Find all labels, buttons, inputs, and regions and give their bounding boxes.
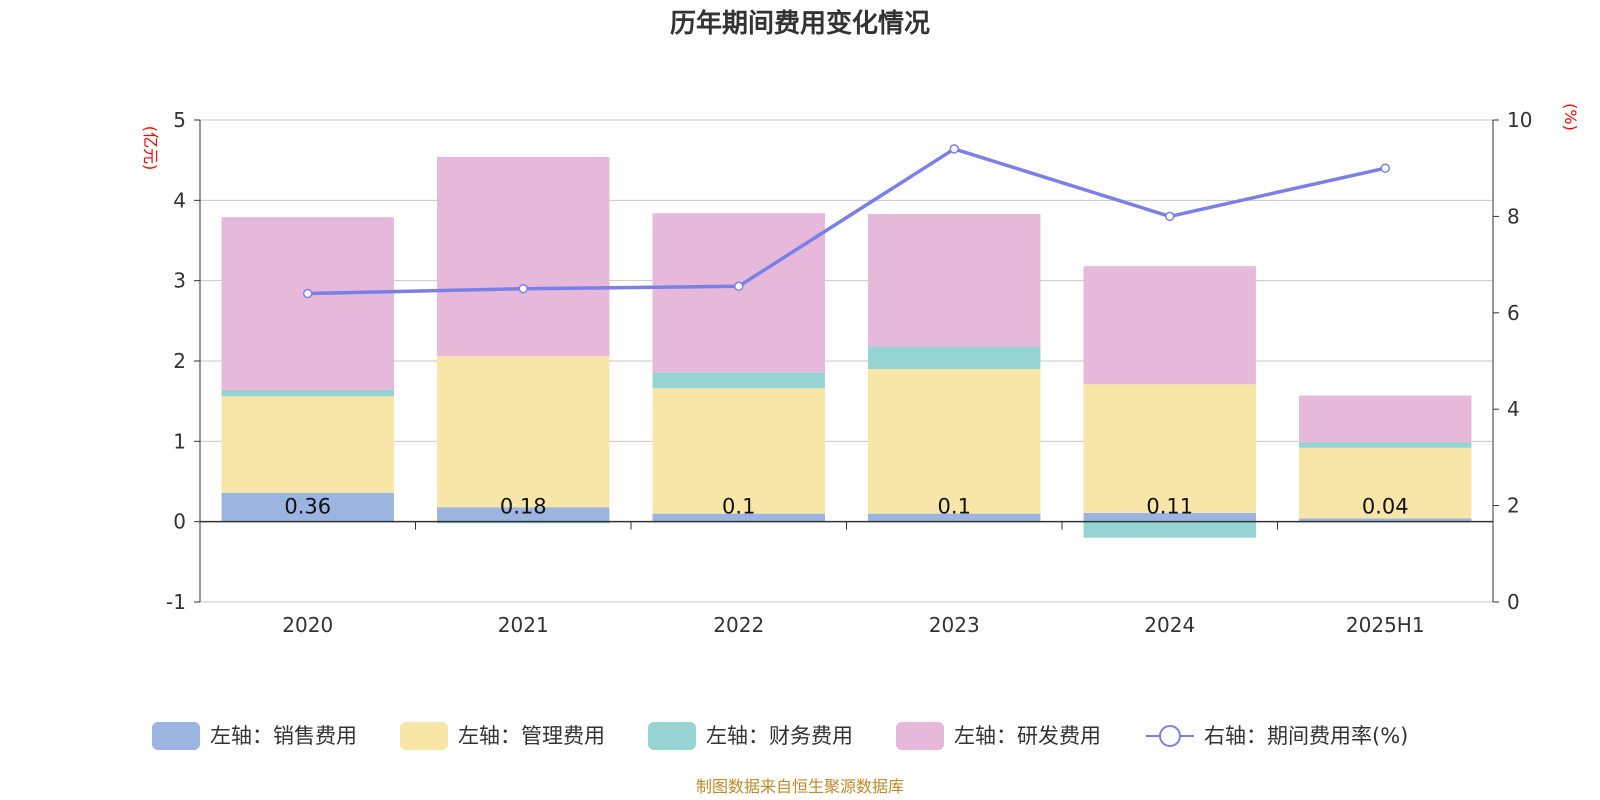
- left-axis-tick-label: 3: [173, 269, 186, 293]
- chart-title: 历年期间费用变化情况: [670, 8, 930, 39]
- bar-segment: [1083, 384, 1256, 513]
- bar-segment: [1083, 521, 1256, 538]
- bar-segment: [1083, 512, 1256, 522]
- bar-segment: [652, 388, 825, 514]
- x-axis-tick-label: 2024: [1144, 613, 1195, 637]
- bar-segment: [868, 513, 1041, 522]
- data-label: 0.04: [1362, 495, 1409, 519]
- footer-source: 制图数据来自恒生聚源数据库: [696, 777, 904, 796]
- x-axis-tick-label: 2025H1: [1346, 613, 1425, 637]
- x-axis-tick-label: 2021: [498, 613, 549, 637]
- legend-swatch: [648, 722, 696, 750]
- data-label: 0.1: [938, 495, 971, 519]
- bar-segment: [868, 213, 1041, 347]
- data-label: 0.18: [500, 495, 547, 519]
- bar-segment: [221, 217, 394, 390]
- left-axis-tick-label: -1: [166, 590, 186, 614]
- data-label: 0.11: [1146, 495, 1193, 519]
- x-axis-tick-label: 2022: [713, 613, 764, 637]
- x-axis-tick-label: 2020: [282, 613, 333, 637]
- data-label: 0.36: [284, 495, 331, 519]
- bar-segment: [1299, 442, 1472, 448]
- right-axis-tick-label: 0: [1507, 590, 1520, 614]
- x-axis-tick-label: 2023: [929, 613, 980, 637]
- data-labels: 0.36 0.18 0.1 0.1 0.11 0.04: [284, 495, 1408, 519]
- bar-segment: [1083, 266, 1256, 385]
- bar-segment: [652, 513, 825, 522]
- bar-segment: [652, 372, 825, 389]
- right-axis-tick-label: 4: [1507, 397, 1520, 421]
- bar-segment: [437, 356, 610, 508]
- data-label: 0.1: [722, 495, 755, 519]
- rate-point: [1380, 163, 1390, 173]
- rate-point: [518, 283, 528, 294]
- legend-label: 左轴：研发费用: [954, 724, 1101, 748]
- rate-point: [1165, 211, 1175, 222]
- right-axis-tick-label: 6: [1507, 301, 1520, 325]
- legend-swatch: [152, 722, 200, 750]
- bar-segment: [1299, 447, 1472, 519]
- legend-label: 右轴：期间费用率(%): [1204, 724, 1408, 748]
- axes: -1 0 1 2 3 4 5 0 2 4 6 8 10 2020 2021 2022 2023 2024 2025H…: [166, 108, 1532, 637]
- left-axis-unit: (亿元): [141, 126, 160, 171]
- rate-point: [734, 281, 744, 292]
- bars: [221, 156, 1472, 538]
- left-axis-tick-label: 4: [173, 188, 186, 212]
- bar-segment: [437, 156, 610, 357]
- bar-segment: [1299, 518, 1472, 522]
- left-axis-tick-label: 0: [173, 510, 186, 534]
- bar-segment: [868, 346, 1041, 370]
- rate-point: [303, 288, 313, 299]
- left-axis-tick-label: 2: [173, 349, 186, 373]
- legend-label: 左轴：财务费用: [706, 724, 853, 748]
- bar-segment: [221, 389, 394, 397]
- bar-segment: [437, 507, 610, 522]
- bar-segment: [1299, 395, 1472, 443]
- right-axis-tick-label: 2: [1507, 494, 1520, 518]
- bar-segment: [868, 369, 1041, 514]
- bar-segment: [221, 492, 394, 522]
- legend-swatch: [896, 722, 944, 750]
- legend-label: 左轴：管理费用: [458, 724, 605, 748]
- right-axis-tick-label: 10: [1507, 108, 1532, 132]
- right-axis-unit: (%): [1561, 103, 1580, 131]
- legend: 左轴：销售费用 左轴：管理费用 左轴：财务费用 左轴：研发费用 右轴：期间费用率(%): [152, 722, 1408, 750]
- bar-segment: [221, 396, 394, 493]
- rate-line: [303, 144, 1390, 299]
- bar-segment: [652, 213, 825, 373]
- legend-label: 左轴：销售费用: [210, 724, 357, 748]
- legend-line-marker: [1159, 725, 1181, 747]
- legend-swatch: [400, 722, 448, 750]
- rate-line-path: [307, 147, 1386, 296]
- left-axis-tick-label: 5: [173, 108, 186, 132]
- left-axis-tick-label: 1: [173, 429, 186, 453]
- right-axis-tick-label: 8: [1507, 204, 1520, 228]
- rate-point: [949, 144, 959, 154]
- bar-segment: [437, 521, 610, 524]
